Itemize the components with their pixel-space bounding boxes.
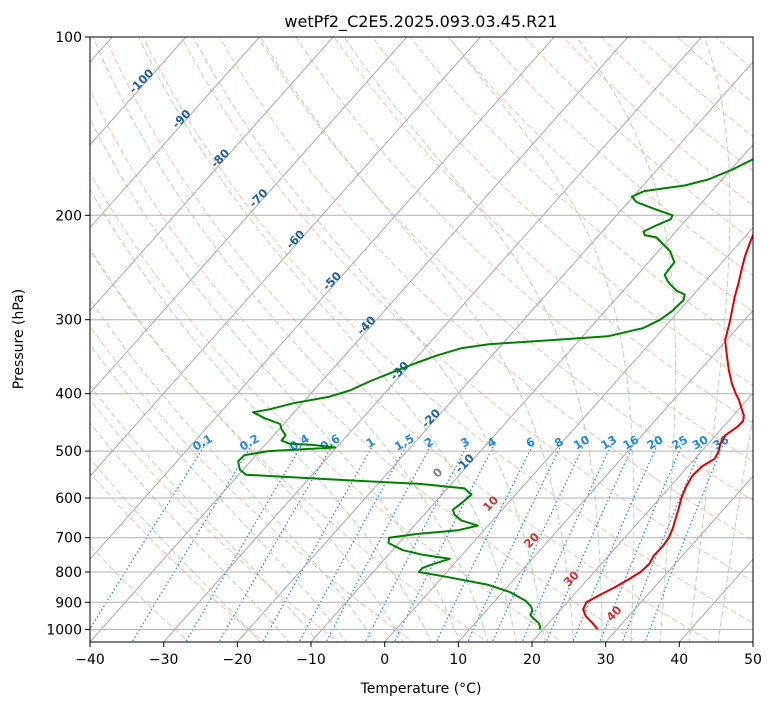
mixing-ratio-label: 2 — [422, 434, 436, 450]
mixing-ratio-line — [644, 446, 723, 645]
y-tick-label: 200 — [55, 208, 82, 224]
moist-adiabat — [0, 37, 262, 644]
y-tick-label: 300 — [55, 313, 82, 329]
isotherm-label: -80 — [208, 146, 233, 171]
y-tick-label: 100 — [55, 30, 82, 46]
isotherm-label: 40 — [603, 603, 624, 624]
isotherm-label: -50 — [320, 269, 345, 294]
isotherm-label: -60 — [283, 227, 308, 252]
isotherm-label: -20 — [419, 406, 444, 431]
dry-adiabat — [250, 24, 775, 645]
dry-adiabat — [0, 24, 491, 645]
dry-adiabat — [739, 24, 775, 645]
x-tick-label: 10 — [449, 652, 467, 668]
x-tick-label: −20 — [223, 652, 253, 668]
x-tick-label: −40 — [75, 652, 105, 668]
isotherm — [604, 24, 775, 645]
moist-adiabat — [0, 37, 348, 644]
mixing-ratio-line — [435, 446, 532, 645]
dry-adiabat — [325, 24, 775, 645]
dry-adiabat — [175, 24, 775, 645]
moist-adiabat — [93, 37, 489, 644]
x-tick-label: −30 — [149, 652, 179, 668]
mixing-ratio-line — [131, 446, 252, 645]
moist-adiabat — [689, 37, 730, 644]
mixing-ratio-line — [491, 446, 583, 645]
mixing-ratio-label: 4 — [485, 434, 499, 450]
isotherm — [309, 24, 775, 645]
moist-adiabat — [0, 37, 404, 644]
isotherm — [14, 24, 566, 645]
y-tick-label: 400 — [55, 387, 82, 403]
isotherm — [235, 24, 775, 645]
chart-title: wetPf2_C2E5.2025.093.03.45.R21 — [284, 12, 557, 32]
mixing-ratio-label: 25 — [669, 432, 690, 452]
dry-adiabat — [438, 24, 775, 645]
x-tick-label: 0 — [380, 652, 389, 668]
mixing-ratio-line — [184, 446, 301, 645]
dry-adiabat — [0, 24, 267, 645]
mixing-ratio-label: 0.6 — [318, 431, 343, 453]
mixing-ratio-label: 0.2 — [237, 431, 262, 453]
dry-adiabat — [400, 24, 775, 645]
mixing-ratio-line — [364, 446, 467, 645]
x-tick-label: 50 — [744, 652, 762, 668]
y-tick-label: 700 — [55, 531, 82, 547]
isotherm-label: -90 — [169, 107, 194, 132]
mixing-ratio-label: 13 — [598, 432, 619, 452]
dry-adiabat — [24, 24, 566, 645]
x-tick-label: −10 — [296, 652, 326, 668]
mixing-ratio-label: 30 — [690, 432, 711, 452]
isotherm — [0, 24, 198, 645]
x-axis-label: Temperature (°C) — [360, 681, 482, 697]
isotherm-label: 30 — [561, 568, 582, 589]
isotherm-label: -10 — [452, 451, 477, 476]
mixing-ratio-line — [466, 446, 560, 645]
dry-adiabat — [701, 24, 775, 645]
isotherm-label: -70 — [246, 186, 271, 211]
y-tick-label: 600 — [55, 491, 82, 507]
y-tick-label: 500 — [55, 444, 82, 460]
isotherm — [530, 24, 775, 645]
mixing-ratio-label: 3 — [458, 434, 472, 450]
isotherm-label: -100 — [126, 66, 156, 96]
mixing-ratio-label: 6 — [523, 434, 537, 450]
mixing-ratio-label: 8 — [552, 434, 566, 450]
isotherm-label: 10 — [480, 493, 501, 514]
moist-adiabat — [577, 37, 676, 644]
dry-adiabat — [513, 24, 775, 645]
mixing-ratio-label: 20 — [645, 432, 666, 452]
moist-adiabat — [22, 37, 433, 644]
dry-adiabat — [212, 24, 775, 645]
mixing-ratio-label: 10 — [571, 432, 592, 452]
mixing-ratio-line — [298, 446, 406, 645]
isotherm — [383, 24, 775, 645]
x-tick-label: 20 — [523, 652, 541, 668]
x-tick-label: 40 — [670, 652, 688, 668]
y-tick-label: 1000 — [46, 622, 82, 638]
isotherm — [0, 24, 419, 645]
isotherm-label: -40 — [354, 313, 379, 338]
isotherm — [751, 24, 775, 645]
y-tick-label: 800 — [55, 565, 82, 581]
x-tick-label: 30 — [597, 652, 615, 668]
mixing-ratio-label: 1 — [364, 434, 378, 450]
isotherm-label: 0 — [430, 465, 446, 481]
moist-adiabat — [193, 37, 545, 644]
moist-adiabat — [0, 37, 291, 644]
mixing-ratio-line — [80, 446, 204, 645]
isotherm — [0, 24, 492, 645]
y-tick-label: 900 — [55, 595, 82, 611]
mixing-ratio-label: 1.5 — [392, 431, 417, 453]
y-axis-label: Pressure (hPa) — [11, 289, 27, 389]
mixing-ratio-label: 16 — [620, 432, 641, 452]
isotherm-label: 20 — [521, 530, 542, 551]
